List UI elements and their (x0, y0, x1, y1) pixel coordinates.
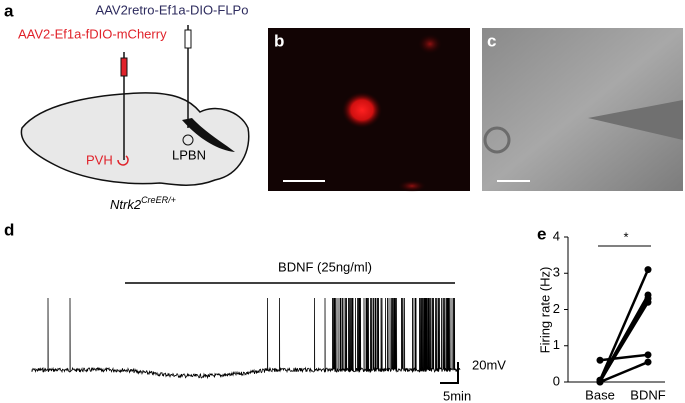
y-axis-label: Firing rate (Hz) (537, 267, 552, 354)
brain-outline (20, 92, 250, 186)
mouse-gene: Ntrk2 (110, 197, 142, 212)
scale-label: 20mV (472, 357, 506, 372)
paired-line (598, 269, 650, 381)
virus-label: AAV2-Ef1a-fDIO-mCherry (18, 26, 167, 41)
panel-label: d (4, 220, 14, 239)
pvh-region (117, 155, 129, 166)
lpbn-region (182, 134, 194, 146)
pipette-tip (184, 29, 192, 49)
pipette-tip (120, 57, 128, 77)
recording-pipette (588, 100, 683, 140)
panel-label: c (487, 31, 496, 50)
x-tick-label: Base (585, 387, 615, 402)
mouse-allele: CreER/+ (141, 195, 176, 205)
data-point (596, 378, 604, 386)
scale-label: 5min (443, 388, 471, 403)
region-label: LPBN (172, 147, 206, 162)
dim-cell (418, 34, 442, 54)
y-tick-label: 2 (553, 301, 560, 316)
data-point (596, 356, 604, 364)
paired-chart: 0 1 2 3 4 Base BDNF Firing rate (Hz) * (537, 228, 665, 402)
cell-outline (483, 126, 511, 154)
panel-label: a (4, 1, 14, 20)
panel-label: b (274, 31, 284, 50)
x-tick-label: BDNF (630, 387, 665, 402)
data-point (644, 295, 652, 303)
data-point (644, 351, 652, 359)
paired-line (598, 298, 650, 383)
drug-label: BDNF (25ng/ml) (278, 259, 372, 274)
mouse-line: Ntrk2CreER/+ (110, 195, 176, 212)
cerebellum (182, 118, 235, 152)
labeled-cell (342, 92, 382, 128)
paired-line (599, 360, 649, 384)
virus-label: AAV2retro-Ef1a-DIO-FLPo (96, 2, 249, 17)
panel-label: e (537, 224, 546, 243)
y-tick-label: 3 (553, 265, 560, 280)
y-tick-label: 4 (553, 228, 560, 243)
y-tick-label: 1 (553, 337, 560, 352)
region-label: PVH (86, 152, 113, 167)
paired-line (599, 353, 649, 362)
data-point (644, 266, 652, 274)
voltage-trace (31, 297, 461, 380)
significance-label: * (623, 229, 628, 244)
dim-cell (398, 180, 426, 192)
data-point (644, 358, 652, 366)
y-tick-label: 0 (553, 373, 560, 388)
